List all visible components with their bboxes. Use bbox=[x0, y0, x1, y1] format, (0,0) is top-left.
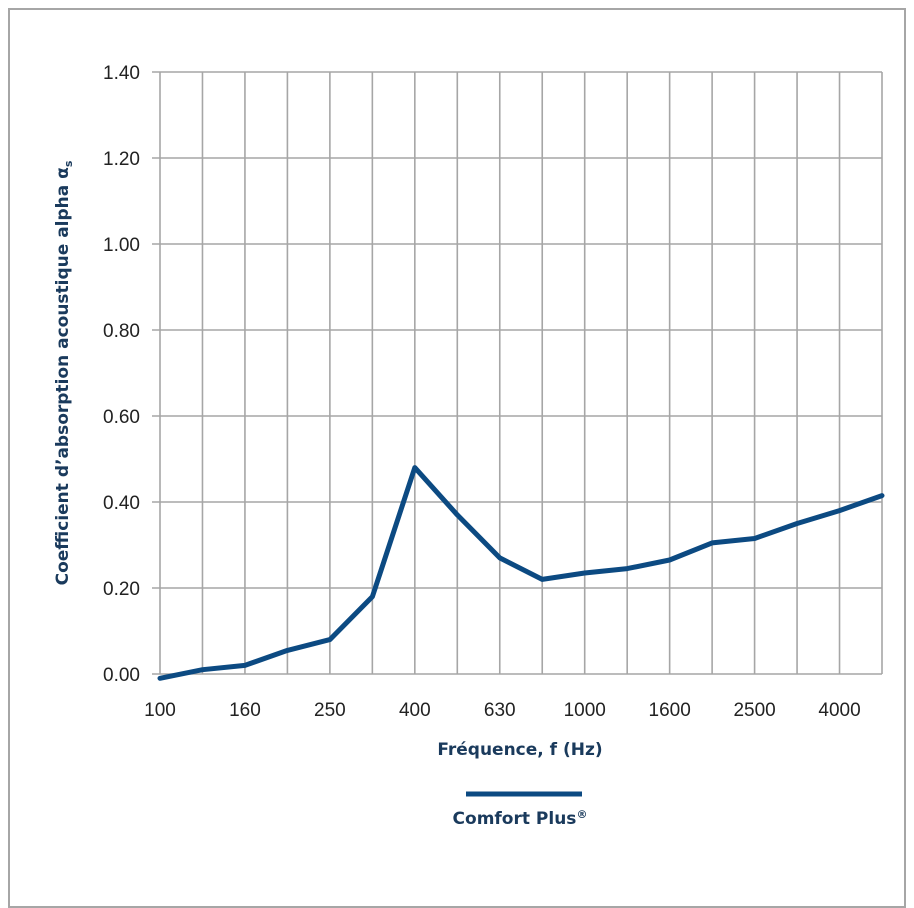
y-tick-label: 0.00 bbox=[103, 665, 140, 686]
y-tick-label: 1.40 bbox=[103, 63, 140, 84]
y-tick-label: 0.40 bbox=[103, 493, 140, 514]
y-axis-title-subscript: s bbox=[62, 160, 75, 167]
y-axis-title-main: Coefficient d’absorption acoustique alph… bbox=[53, 167, 73, 585]
absorption-chart: 0.00 0.20 0.40 0.60 0.80 1.00 1.20 1.40 100 160 2… bbox=[53, 63, 885, 829]
y-tick-label: 1.00 bbox=[103, 235, 140, 256]
y-tick-label: 0.80 bbox=[103, 321, 140, 342]
y-axis-title: Coefficient d’absorption acoustique alph… bbox=[53, 160, 75, 585]
x-tick-label: 630 bbox=[484, 700, 516, 721]
x-tick-label: 400 bbox=[399, 700, 431, 721]
x-tick-label: 160 bbox=[229, 700, 261, 721]
series-line-comfort-plus bbox=[157, 465, 885, 681]
y-axis-ticks: 0.00 0.20 0.40 0.60 0.80 1.00 1.20 1.40 bbox=[103, 63, 140, 686]
x-tick-label: 1000 bbox=[564, 700, 606, 721]
legend-label-text: Comfort Plus bbox=[453, 809, 577, 829]
x-axis-ticks: 100 160 250 400 630 1000 1600 2500 4000 bbox=[144, 700, 861, 721]
x-tick-label: 1600 bbox=[649, 700, 691, 721]
chart-grid bbox=[152, 71, 883, 675]
x-tick-label: 250 bbox=[314, 700, 346, 721]
legend-label-comfort-plus: Comfort Plus® bbox=[453, 808, 588, 829]
y-tick-label: 0.60 bbox=[103, 407, 140, 428]
series-group bbox=[157, 465, 885, 681]
x-axis-title: Fréquence, f (Hz) bbox=[437, 740, 602, 760]
x-tick-label: 4000 bbox=[818, 700, 860, 721]
legend-registered-mark: ® bbox=[576, 808, 587, 821]
x-tick-label: 2500 bbox=[733, 700, 775, 721]
y-tick-label: 1.20 bbox=[103, 149, 140, 170]
x-tick-label: 100 bbox=[144, 700, 176, 721]
y-tick-label: 0.20 bbox=[103, 579, 140, 600]
